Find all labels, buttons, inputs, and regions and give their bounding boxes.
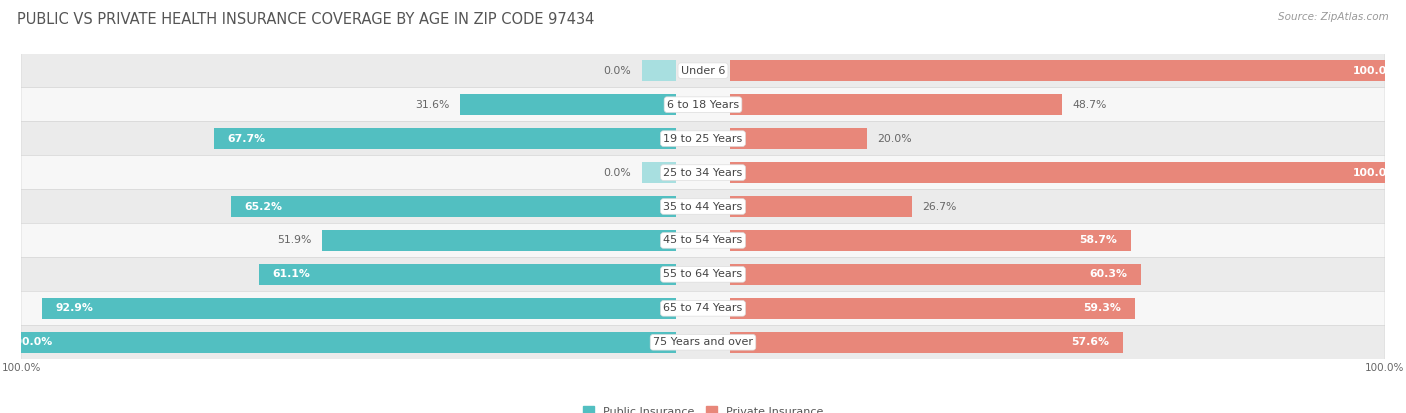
Text: 58.7%: 58.7% (1078, 235, 1116, 245)
Text: 25 to 34 Years: 25 to 34 Years (664, 168, 742, 178)
Text: Source: ZipAtlas.com: Source: ZipAtlas.com (1278, 12, 1389, 22)
Bar (730, 128, 866, 149)
Text: 92.9%: 92.9% (56, 304, 94, 313)
FancyBboxPatch shape (21, 121, 1385, 156)
Text: 65 to 74 Years: 65 to 74 Years (664, 304, 742, 313)
FancyBboxPatch shape (21, 190, 1385, 223)
Text: 19 to 25 Years: 19 to 25 Years (664, 133, 742, 144)
Text: 100.0%: 100.0% (1354, 66, 1399, 76)
Text: 0.0%: 0.0% (603, 168, 631, 178)
Bar (259, 264, 676, 285)
Bar (730, 298, 1135, 319)
FancyBboxPatch shape (21, 54, 1385, 88)
Bar (730, 264, 1142, 285)
Text: 75 Years and over: 75 Years and over (652, 337, 754, 347)
FancyBboxPatch shape (21, 257, 1385, 292)
FancyBboxPatch shape (21, 88, 1385, 121)
Bar (42, 298, 676, 319)
Bar (460, 94, 676, 115)
Text: 6 to 18 Years: 6 to 18 Years (666, 100, 740, 109)
Bar (641, 60, 676, 81)
Bar (730, 162, 1406, 183)
FancyBboxPatch shape (21, 223, 1385, 257)
Bar (730, 332, 1123, 353)
Bar (730, 60, 1406, 81)
FancyBboxPatch shape (21, 156, 1385, 190)
Bar (0, 332, 676, 353)
Text: 55 to 64 Years: 55 to 64 Years (664, 269, 742, 280)
Bar (730, 230, 1130, 251)
FancyBboxPatch shape (21, 325, 1385, 359)
Text: 35 to 44 Years: 35 to 44 Years (664, 202, 742, 211)
Text: 61.1%: 61.1% (273, 269, 311, 280)
Text: 0.0%: 0.0% (603, 66, 631, 76)
Text: 100.0%: 100.0% (7, 337, 52, 347)
Text: 67.7%: 67.7% (228, 133, 266, 144)
Bar (231, 196, 676, 217)
Text: 51.9%: 51.9% (277, 235, 312, 245)
Text: 48.7%: 48.7% (1073, 100, 1107, 109)
Text: 45 to 54 Years: 45 to 54 Years (664, 235, 742, 245)
Text: 65.2%: 65.2% (245, 202, 283, 211)
Text: 26.7%: 26.7% (922, 202, 957, 211)
Bar (322, 230, 676, 251)
Text: 20.0%: 20.0% (877, 133, 911, 144)
Text: 31.6%: 31.6% (416, 100, 450, 109)
Legend: Public Insurance, Private Insurance: Public Insurance, Private Insurance (579, 402, 827, 413)
FancyBboxPatch shape (21, 292, 1385, 325)
Text: 57.6%: 57.6% (1071, 337, 1109, 347)
Bar (730, 94, 1063, 115)
Text: 59.3%: 59.3% (1083, 304, 1121, 313)
Text: 60.3%: 60.3% (1090, 269, 1128, 280)
Text: 100.0%: 100.0% (1354, 168, 1399, 178)
Text: PUBLIC VS PRIVATE HEALTH INSURANCE COVERAGE BY AGE IN ZIP CODE 97434: PUBLIC VS PRIVATE HEALTH INSURANCE COVER… (17, 12, 595, 27)
Bar (641, 162, 676, 183)
Bar (214, 128, 676, 149)
Bar (730, 196, 912, 217)
Text: Under 6: Under 6 (681, 66, 725, 76)
